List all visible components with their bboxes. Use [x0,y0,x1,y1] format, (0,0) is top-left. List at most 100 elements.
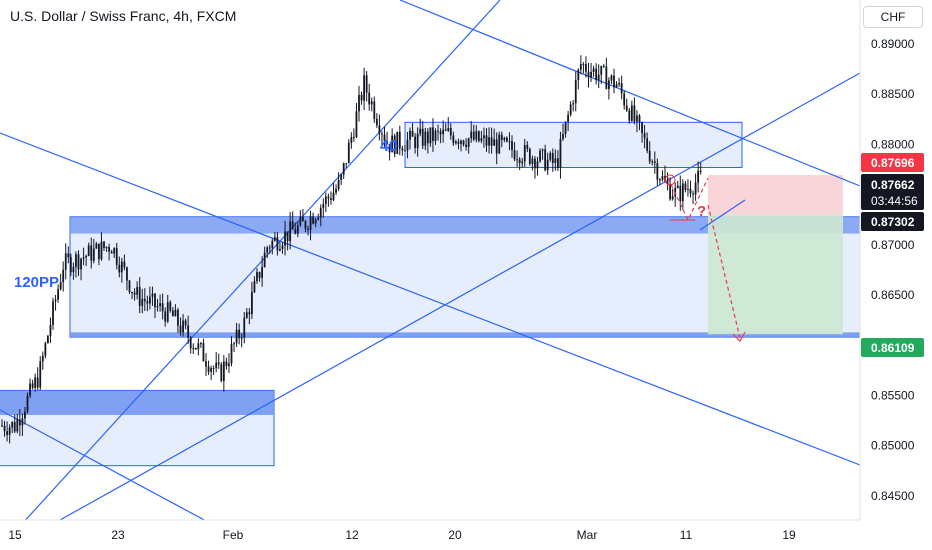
candle-body [503,137,506,140]
candle-body [648,150,651,162]
candle-body [75,254,77,267]
candle-body [370,101,373,105]
candle-body [26,395,29,412]
candle-body [105,247,108,249]
candle-body [521,161,524,164]
candle-body [434,130,437,142]
candle-body [103,241,105,248]
candle-body [207,366,210,372]
x-tick-label: 20 [448,528,462,542]
annotation-40: 40 [380,138,398,155]
candle-body [638,115,641,123]
candle-body [222,361,225,381]
candle-body [404,150,406,152]
candle-body [123,261,126,268]
pivot-circle [664,174,676,186]
candle-body [251,292,253,315]
candle-body [666,181,669,184]
candle-body [330,198,332,200]
candle-body [202,343,205,362]
candle-body [546,159,549,171]
candle-body [628,110,631,121]
candle-body [240,337,243,339]
candle-body [602,65,605,67]
candle-body [184,320,187,326]
candle-body [100,241,103,260]
candle-body [597,74,600,80]
candle-body [322,203,325,208]
candle-body [166,302,169,322]
candle-body [490,137,493,146]
candle-body [383,134,386,142]
candle-body [205,361,207,367]
candle-body [460,140,462,144]
candle-body [457,141,460,144]
candle-body [273,237,276,241]
candle-body [128,280,131,292]
candle-body [544,149,547,171]
candle-body [396,131,399,154]
candle-body [154,293,156,308]
candle-body [342,163,345,175]
x-tick-label: 12 [345,528,359,542]
candle-body [8,427,11,435]
candle-body [92,248,95,261]
candle-body [472,131,475,140]
candle-body [447,128,450,131]
y-tick-label: 0.86500 [871,288,915,302]
candle-body [659,179,661,181]
candle-body [511,141,513,151]
y-tick-label: 0.85000 [871,439,915,453]
candle-body [625,105,628,111]
candle-body [243,317,246,338]
candle-body [375,118,378,126]
candle-body [549,153,552,160]
candle-body [133,292,136,295]
candle-body [11,422,14,428]
candle-body [220,364,223,381]
candle-body [31,383,34,388]
projection-dash-target [707,204,741,339]
candle-body [636,115,638,122]
candle-body [398,131,401,149]
candle-body [477,131,480,142]
candle-body [238,329,241,339]
candle-body [235,329,238,344]
candle-body [358,94,360,112]
current-price-bg [861,174,924,210]
candle-body [80,258,82,270]
candle-body [439,131,442,135]
candle-body [90,245,93,261]
candle-body [569,104,572,115]
candle-body [304,221,307,229]
candle-body [653,161,656,164]
annotation-question-mark: ? [697,203,706,220]
candle-body [386,141,388,145]
candle-body [284,231,286,246]
candle-body [18,419,21,426]
chart-title: U.S. Dollar / Swiss Franc, 4h, FXCM [10,8,237,24]
candle-body [562,133,564,139]
candle-body [465,144,467,148]
candle-body [57,289,59,300]
candle-body [52,301,54,326]
candle-body [174,309,177,317]
candle-body [485,135,488,146]
candle-body [59,282,62,290]
candle-body [197,343,200,350]
candle-body [523,144,526,162]
candle-body [444,129,447,131]
currency-selector[interactable]: CHF [863,6,923,28]
target-zone [708,214,843,335]
candle-body [62,269,65,283]
candle-body [95,243,98,249]
candle-body [419,128,422,134]
candle-body [72,266,75,273]
candle-body [462,140,465,145]
candle-body [506,137,508,142]
y-tick-label: 0.85500 [871,388,915,402]
candle-body [13,422,16,432]
candle-body [572,103,575,105]
candle-body [182,320,184,333]
